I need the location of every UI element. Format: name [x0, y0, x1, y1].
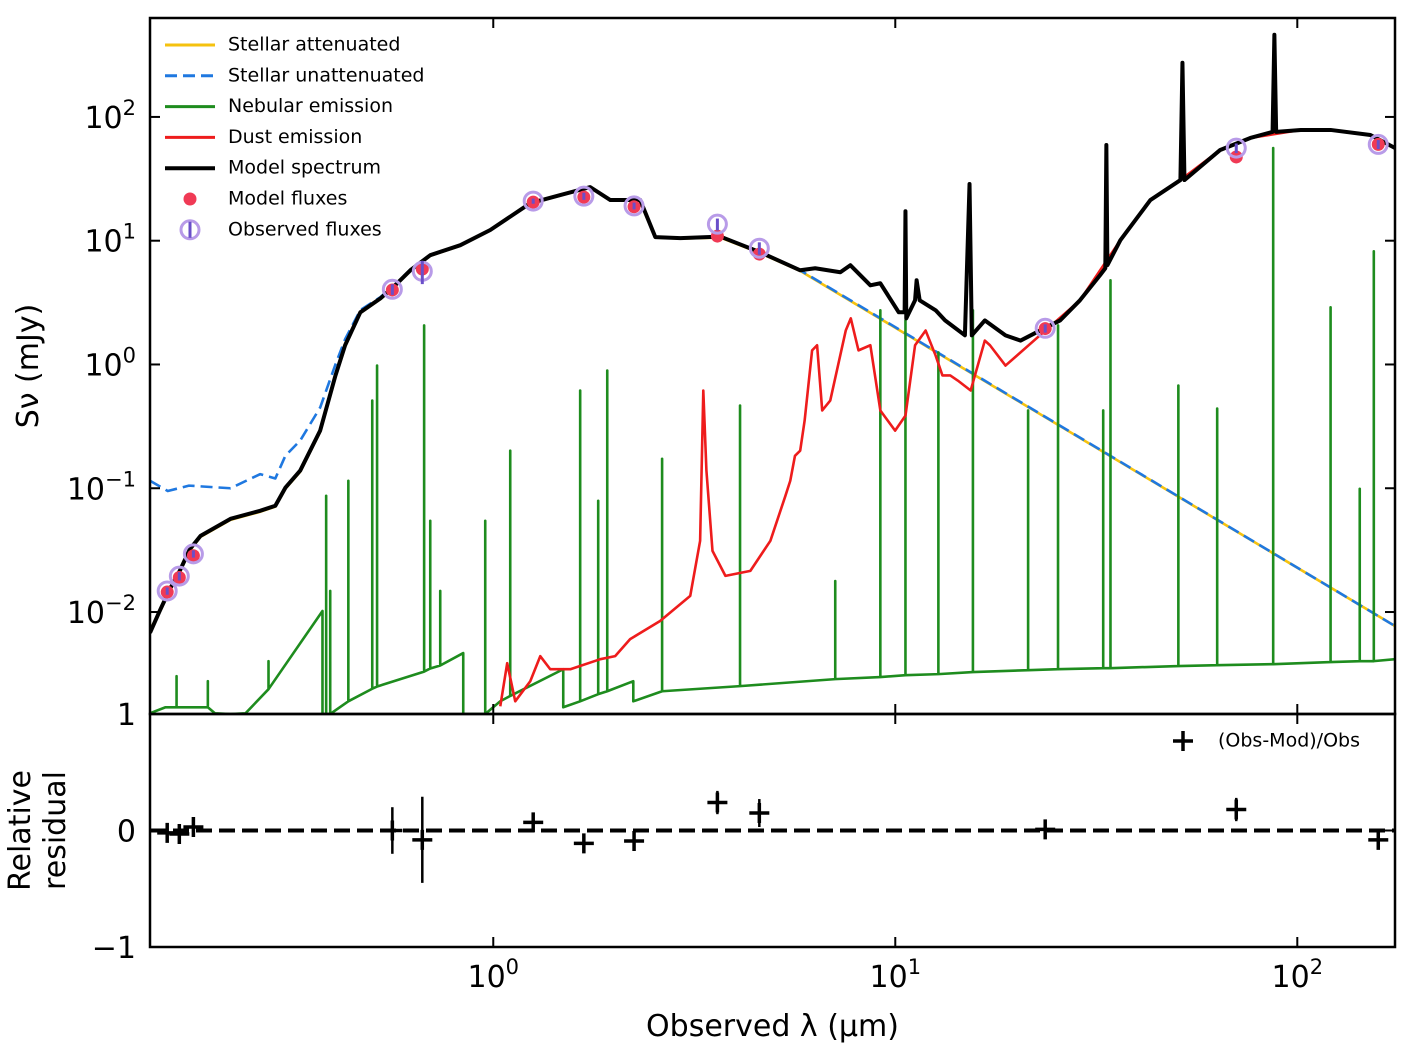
spectrum-line — [150, 185, 1395, 628]
legend-swatch — [179, 219, 201, 241]
plot-area — [150, 790, 1395, 883]
legend: (Obs-Mod)/Obs — [1173, 730, 1360, 752]
x-axis-label: Observed λ (μm) — [646, 1009, 899, 1044]
observed-flux — [182, 543, 204, 565]
y-tick-label: 10−2 — [67, 591, 136, 631]
observed-flux — [381, 278, 403, 300]
observed-flux — [156, 580, 178, 602]
observed-flux — [1034, 317, 1056, 339]
legend-label: Nebular emission — [228, 95, 393, 117]
y-tick-label: 0 — [117, 815, 136, 850]
x-tick-label: 101 — [870, 955, 922, 995]
spectrum-line — [150, 186, 1395, 631]
y-tick-label: −1 — [92, 931, 136, 966]
plot-area — [150, 32, 1395, 714]
y-axis-label: Sν (mJy) — [11, 304, 46, 429]
y-tick-label: 102 — [84, 96, 136, 136]
legend-label: Model fluxes — [228, 188, 347, 210]
observed-flux — [1367, 133, 1389, 155]
spectrum-line — [150, 146, 1395, 714]
y-tick-label: 1 — [117, 698, 136, 733]
y-axis-label: residual — [38, 771, 73, 890]
x-tick-label: 100 — [467, 955, 519, 995]
sed-panel: 10−2 10−1 100 101 102 Sν (mJy) Stellar attenua… — [11, 16, 1397, 716]
y-tick-label: 100 — [84, 343, 136, 383]
legend-label: Dust emission — [228, 126, 362, 148]
y-axis-label: Relative — [3, 770, 38, 891]
observed-flux — [623, 195, 645, 217]
residual-panel: 100 101 102 −1 0 1 Relative residual Observed λ … — [3, 698, 1397, 1044]
observed-flux — [706, 213, 728, 235]
legend-label: (Obs-Mod)/Obs — [1218, 730, 1360, 752]
legend: Stellar attenuated Stellar unattenuated Ne… — [165, 34, 425, 241]
y-tick-label: 101 — [84, 220, 136, 260]
legend-label: Observed fluxes — [228, 218, 382, 240]
axes-frame — [148, 712, 1397, 949]
x-tick-label: 102 — [1272, 955, 1324, 995]
legend-swatch — [183, 192, 197, 206]
observed-flux — [522, 190, 544, 212]
spectrum-line — [150, 32, 1395, 634]
legend-label: Model spectrum — [228, 157, 381, 179]
observed-flux — [1225, 137, 1247, 159]
legend-label: Stellar attenuated — [228, 34, 400, 56]
y-tick-label: 10−1 — [67, 467, 136, 507]
observed-flux — [573, 185, 595, 207]
legend-swatch — [1173, 731, 1193, 751]
legend-label: Stellar unattenuated — [228, 64, 425, 86]
observed-flux — [168, 565, 190, 587]
observed-flux — [748, 237, 770, 259]
